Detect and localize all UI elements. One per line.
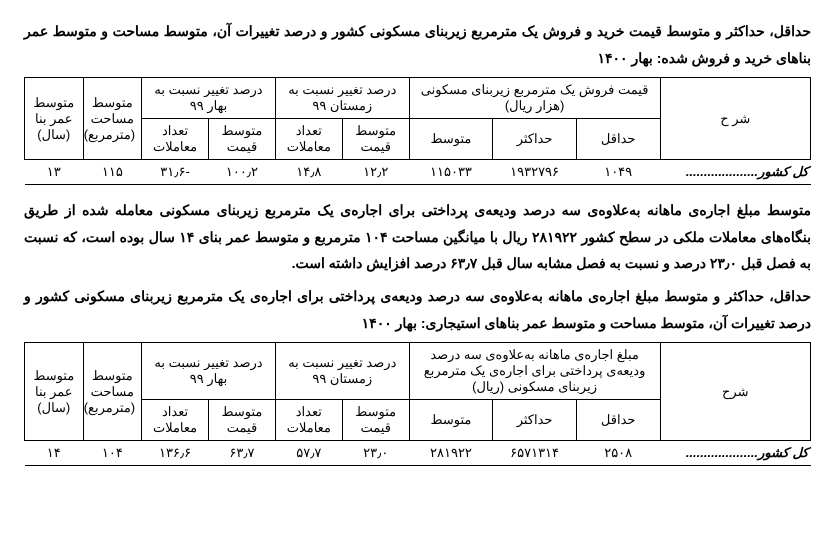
t2-min-head: حداقل (576, 400, 660, 441)
t1-stx-head: تعداد معاملات (142, 119, 209, 160)
t2-min: ۲۵۰۸ (576, 441, 660, 466)
t2-sprice: ۶۳٫۷ (209, 441, 276, 466)
t1-wtx: ۱۴٫۸ (275, 160, 342, 185)
t2-area-head: متوسط مساحت (مترمربع) (83, 343, 142, 441)
dots: .................... (686, 164, 758, 179)
t1-min-head: حداقل (576, 119, 660, 160)
t2-wprice-head: متوسط قیمت (342, 400, 409, 441)
t2-age-head: متوسط عمر بنا (سال) (25, 343, 84, 441)
t1-wtx-head: تعداد معاملات (275, 119, 342, 160)
table1-title: حداقل، حداکثر و متوسط قیمت خرید و فروش ی… (24, 18, 811, 71)
t2-stx-head: تعداد معاملات (142, 400, 209, 441)
t1-age-head: متوسط عمر بنا (سال) (25, 78, 84, 160)
t2-wtx: ۵۷٫۷ (275, 441, 342, 466)
t1-age: ۱۳ (25, 160, 84, 185)
t1-row-country: کل کشور.................... ۱۰۴۹ ۱۹۳۲۷۹۶… (25, 160, 811, 185)
t1-max-head: حداکثر (493, 119, 577, 160)
t2-price-group: مبلغ اجاره‌ی ماهانه به‌علاوه‌ی سه درصد و… (409, 343, 660, 400)
t2-area: ۱۰۴ (83, 441, 142, 466)
t2-max-head: حداکثر (493, 400, 577, 441)
t2-desc-head: شرح (660, 343, 811, 441)
t1-row-label: کل کشور (758, 164, 808, 179)
t2-winter-group: درصد تغییر نسبت به زمستان ۹۹ (275, 343, 409, 400)
t1-stx: -۳۱٫۶ (142, 160, 209, 185)
t2-row-country: کل کشور.................... ۲۵۰۸ ۶۵۷۱۳۱۴… (25, 441, 811, 466)
t1-price-group: قیمت فروش یک مترمربع زیربنای مسکونی (هزا… (409, 78, 660, 119)
t2-stx: ۱۳۶٫۶ (142, 441, 209, 466)
t1-spring-group: درصد تغییر نسبت به بهار ۹۹ (142, 78, 276, 119)
t2-max: ۶۵۷۱۳۱۴ (493, 441, 577, 466)
t1-avg: ۱۱۵۰۳۳ (409, 160, 493, 185)
middle-paragraph: متوسط مبلغ اجاره‌ی ماهانه به‌علاوه‌ی سه … (24, 197, 811, 277)
t1-wprice: ۱۲٫۲ (342, 160, 409, 185)
table1: شر ح قیمت فروش یک مترمربع زیربنای مسکونی… (24, 77, 811, 185)
t2-avg-head: متوسط (409, 400, 493, 441)
t1-min: ۱۰۴۹ (576, 160, 660, 185)
t1-sprice-head: متوسط قیمت (209, 119, 276, 160)
t2-spring-group: درصد تغییر نسبت به بهار ۹۹ (142, 343, 276, 400)
table2-title: حداقل، حداکثر و متوسط مبلغ اجاره‌ی ماهان… (24, 283, 811, 336)
t1-avg-head: متوسط (409, 119, 493, 160)
t2-sprice-head: متوسط قیمت (209, 400, 276, 441)
t2-wtx-head: تعداد معاملات (275, 400, 342, 441)
t2-age: ۱۴ (25, 441, 84, 466)
t2-wprice: ۲۳٫۰ (342, 441, 409, 466)
t1-wprice-head: متوسط قیمت (342, 119, 409, 160)
t1-sprice: ۱۰۰٫۲ (209, 160, 276, 185)
t1-winter-group: درصد تغییر نسبت به زمستان ۹۹ (275, 78, 409, 119)
dots: .................... (686, 445, 758, 460)
t2-avg: ۲۸۱۹۲۲ (409, 441, 493, 466)
t2-row-label: کل کشور (758, 445, 808, 460)
t1-area-head: متوسط مساحت (مترمربع) (83, 78, 142, 160)
t1-area: ۱۱۵ (83, 160, 142, 185)
t1-max: ۱۹۳۲۷۹۶ (493, 160, 577, 185)
t1-desc-head: شر ح (660, 78, 811, 160)
table2: شرح مبلغ اجاره‌ی ماهانه به‌علاوه‌ی سه در… (24, 342, 811, 466)
